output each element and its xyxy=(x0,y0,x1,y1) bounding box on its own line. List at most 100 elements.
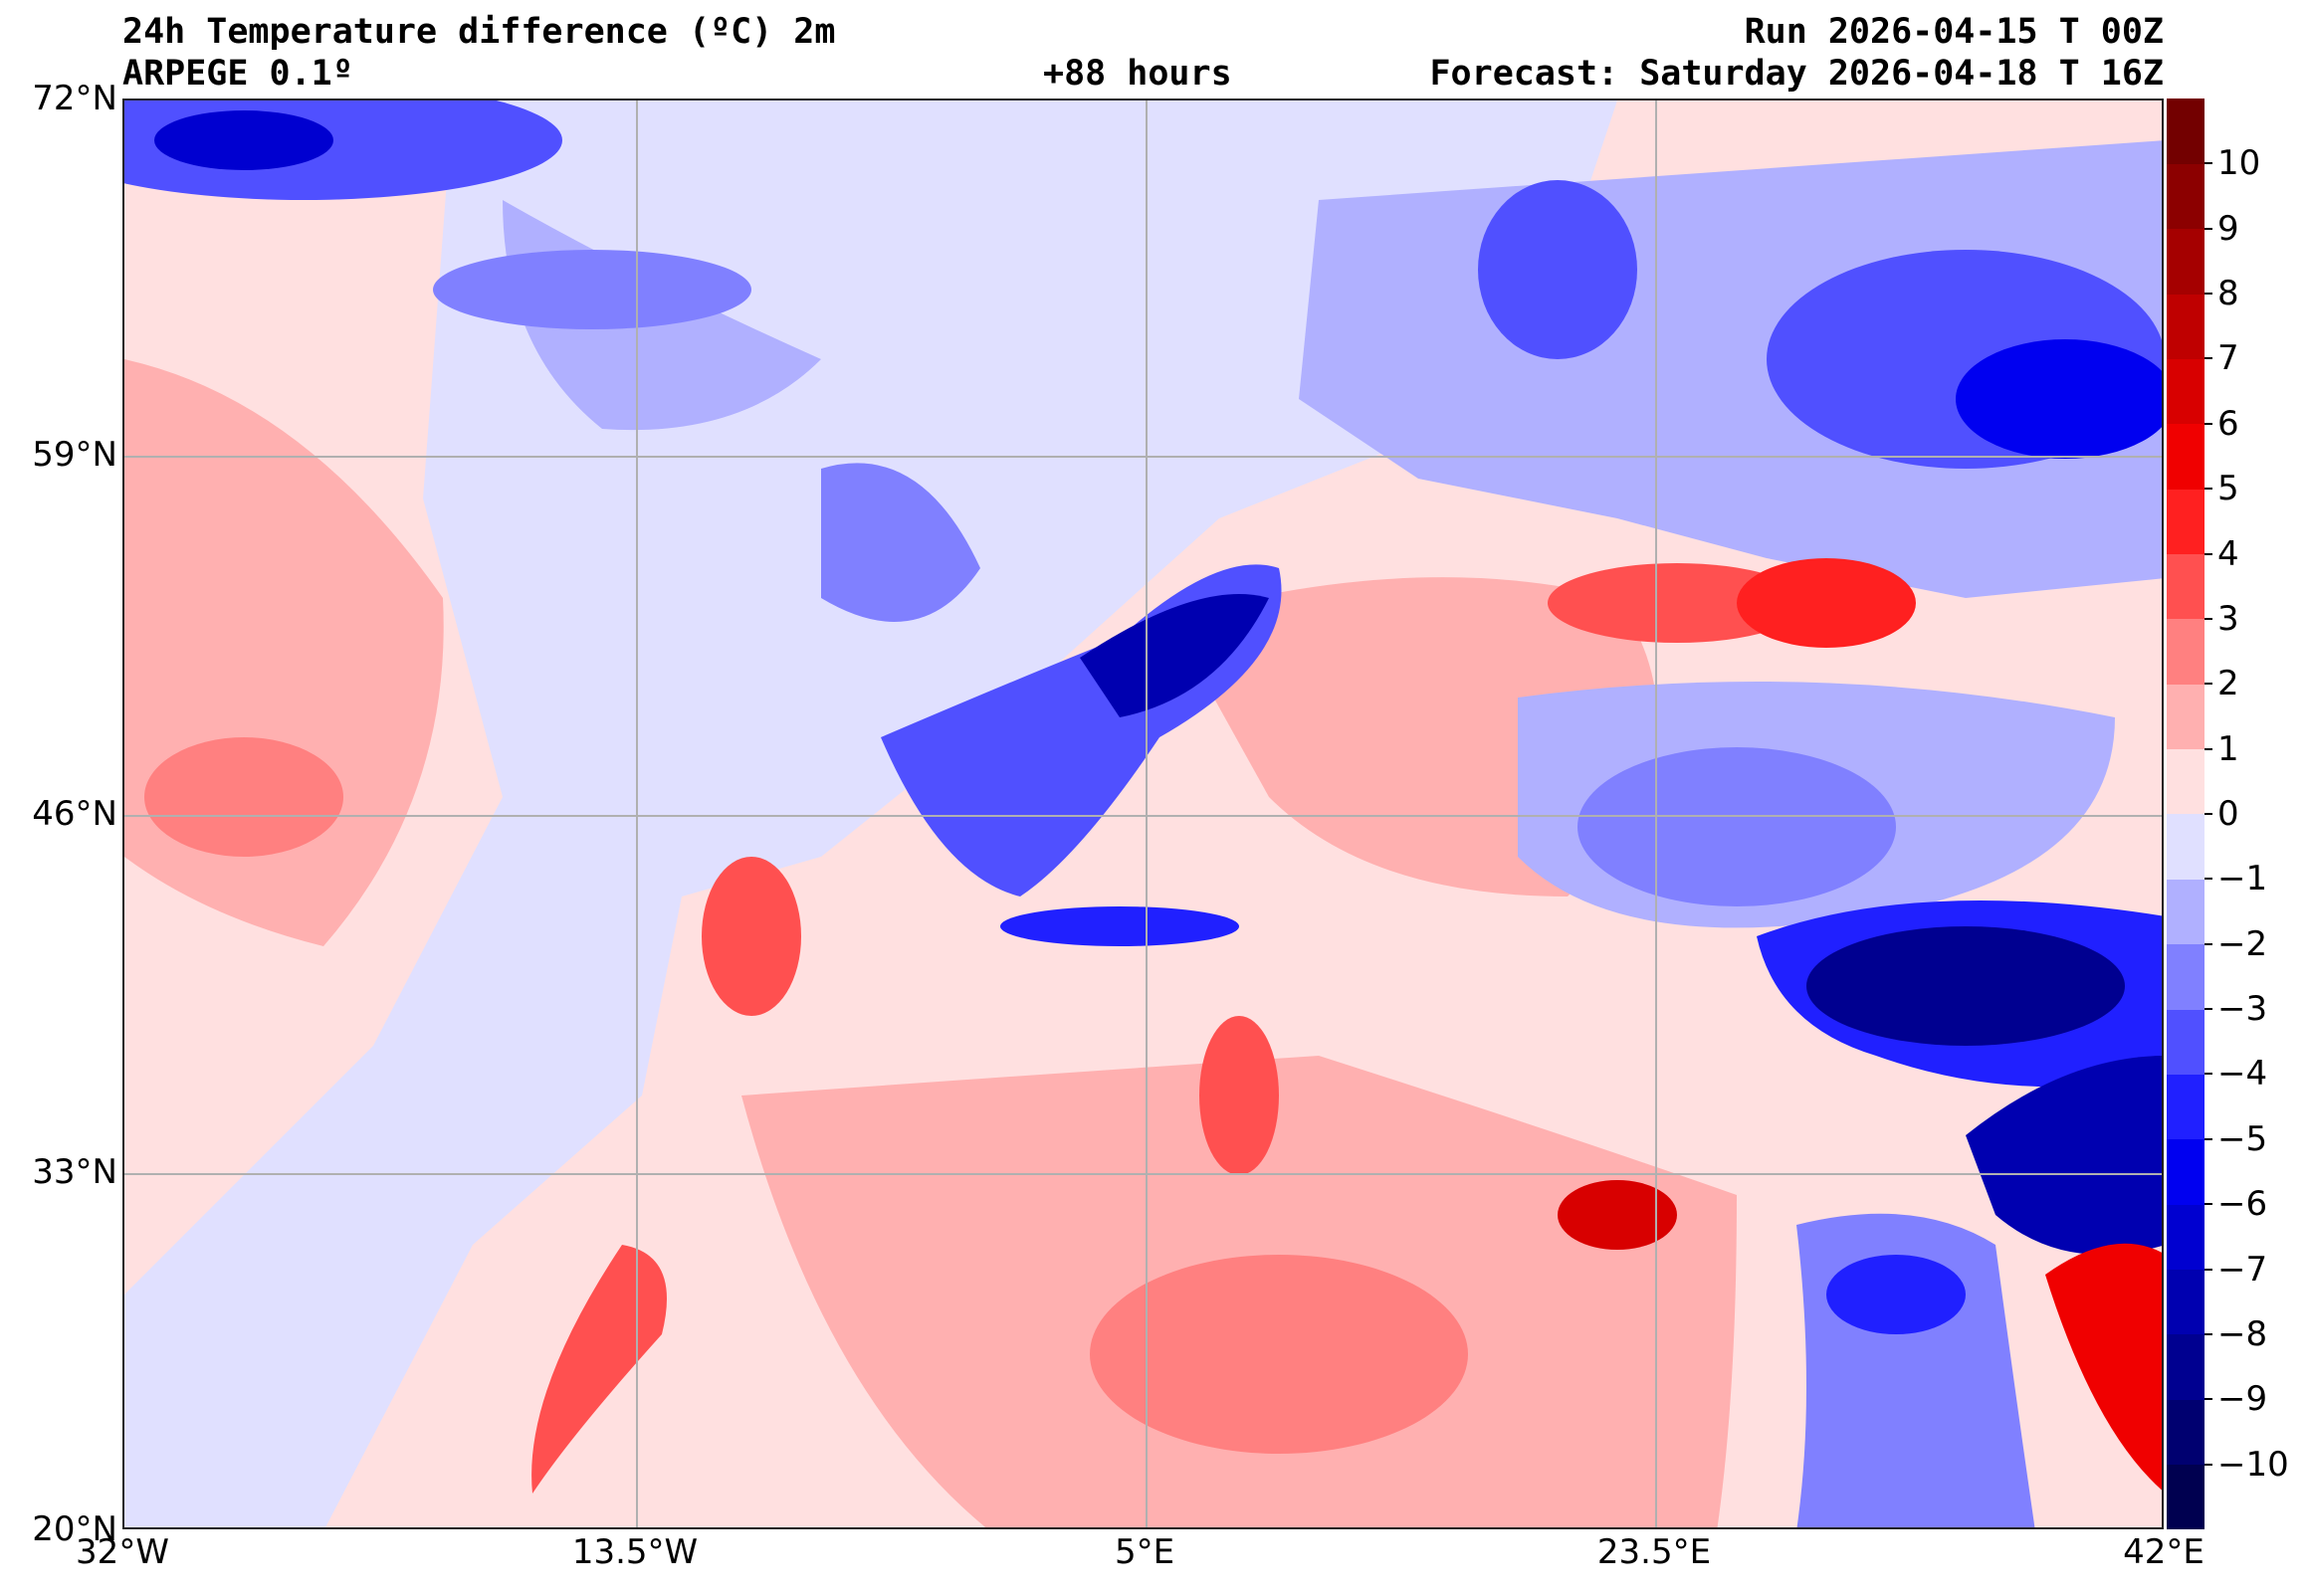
field-region xyxy=(1826,1255,1966,1334)
lon-tick: 42°E xyxy=(2123,1532,2204,1572)
colorbar-band xyxy=(2167,814,2204,880)
colorbar-tick-label: −10 xyxy=(2217,1444,2289,1485)
colorbar-tick-label: −1 xyxy=(2217,859,2268,899)
lat-tick: 20°N xyxy=(32,1509,117,1549)
colorbar-tick-label: 3 xyxy=(2217,598,2239,639)
field-region xyxy=(1558,1180,1677,1250)
gridlines xyxy=(124,100,2162,1527)
lat-tick: 59°N xyxy=(32,435,117,475)
colorbar-tick-mark xyxy=(2204,1398,2212,1401)
colorbar-band xyxy=(2167,553,2204,620)
lat-tick: 72°N xyxy=(32,79,117,118)
colorbar-tick-mark xyxy=(2204,1463,2212,1466)
field-region xyxy=(702,857,801,1016)
colorbar-tick-mark xyxy=(2204,813,2212,815)
colorbar-tick-label: 0 xyxy=(2217,794,2239,834)
colorbar-tick-mark xyxy=(2204,878,2212,881)
colorbar-tick-label: 7 xyxy=(2217,338,2239,379)
colorbar-band xyxy=(2167,99,2204,164)
temperature-map xyxy=(122,99,2164,1529)
field-region xyxy=(1966,1056,2162,1255)
forecast-time: Forecast: Saturday 2026-04-18 T 16Z xyxy=(1429,54,2164,94)
lead-time: +88 hours xyxy=(1043,54,1232,94)
colorbar-band xyxy=(2167,163,2204,230)
field-region xyxy=(144,737,343,857)
colorbar-band xyxy=(2167,1074,2204,1140)
colorbar-band xyxy=(2167,943,2204,1010)
lon-tick: 32°W xyxy=(76,1532,169,1572)
colorbar-tick-label: 10 xyxy=(2217,143,2261,184)
colorbar-tick-mark xyxy=(2204,747,2212,750)
chart-title: 24h Temperature difference (ºC) 2m xyxy=(122,12,836,52)
colorbar-tick-label: 6 xyxy=(2217,403,2239,444)
colorbar-tick-mark xyxy=(2204,552,2212,555)
colorbar-tick-label: −8 xyxy=(2217,1313,2268,1354)
colorbar-tick-label: 8 xyxy=(2217,274,2239,314)
colorbar-tick-label: −5 xyxy=(2217,1118,2268,1159)
field-region xyxy=(1737,558,1916,648)
colorbar-tick-mark xyxy=(2204,1137,2212,1140)
colorbar-tick-label: −2 xyxy=(2217,923,2268,964)
colorbar-tick-mark xyxy=(2204,227,2212,230)
colorbar-tick-label: −6 xyxy=(2217,1184,2268,1225)
field-region xyxy=(1478,180,1637,359)
colorbar-tick-label: −3 xyxy=(2217,989,2268,1030)
colorbar-band xyxy=(2167,1464,2204,1530)
colorbar-band xyxy=(2167,618,2204,685)
colorbar-band xyxy=(2167,1204,2204,1271)
colorbar-tick-label: 2 xyxy=(2217,664,2239,704)
model-label: ARPEGE 0.1º xyxy=(122,54,353,94)
colorbar-tick-mark xyxy=(2204,293,2212,296)
lon-tick: 13.5°W xyxy=(571,1532,699,1572)
colorbar-band xyxy=(2167,1269,2204,1335)
colorbar-tick-label: 5 xyxy=(2217,469,2239,509)
colorbar-band xyxy=(2167,423,2204,490)
colorbar-band xyxy=(2167,1009,2204,1075)
colorbar-band xyxy=(2167,228,2204,295)
field-region xyxy=(1956,339,2162,459)
field-region xyxy=(821,463,980,622)
colorbar-tick-label: −4 xyxy=(2217,1054,2268,1095)
colorbar-tick-mark xyxy=(2204,617,2212,620)
colorbar-band xyxy=(2167,1138,2204,1205)
colorbar-band xyxy=(2167,1399,2204,1466)
colorbar-tick-mark xyxy=(2204,488,2212,491)
colorbar-tick-label: −7 xyxy=(2217,1249,2268,1290)
colorbar-tick-mark xyxy=(2204,683,2212,686)
colorbar-band xyxy=(2167,879,2204,945)
colorbar-tick-mark xyxy=(2204,357,2212,360)
colorbar-tick-label: 1 xyxy=(2217,728,2239,769)
field-region xyxy=(2045,1243,2162,1491)
colorbar-tick-mark xyxy=(2204,1073,2212,1076)
field-region xyxy=(1199,1016,1279,1175)
colorbar-tick-mark xyxy=(2204,942,2212,945)
field-region xyxy=(1000,906,1239,946)
lon-tick: 5°E xyxy=(1114,1532,1175,1572)
map-field xyxy=(124,100,2162,1527)
colorbar-tick-label: −9 xyxy=(2217,1379,2268,1420)
colorbar xyxy=(2167,99,2204,1530)
lat-tick: 46°N xyxy=(32,794,117,834)
run-time: Run 2026-04-15 T 00Z xyxy=(1744,12,2164,52)
colorbar-band xyxy=(2167,294,2204,359)
colorbar-band xyxy=(2167,489,2204,555)
colorbar-tick-mark xyxy=(2204,162,2212,165)
colorbar-tick-mark xyxy=(2204,1332,2212,1335)
colorbar-band xyxy=(2167,1333,2204,1400)
colorbar-tick-mark xyxy=(2204,1203,2212,1206)
colorbar-tick-mark xyxy=(2204,422,2212,425)
lon-tick: 23.5°E xyxy=(1596,1532,1712,1572)
field-region xyxy=(1577,747,1896,906)
field-region xyxy=(1080,594,1269,717)
colorbar-band xyxy=(2167,748,2204,815)
colorbar-tick-label: 9 xyxy=(2217,208,2239,249)
colorbar-band xyxy=(2167,358,2204,425)
colorbar-tick-mark xyxy=(2204,1268,2212,1271)
field-region xyxy=(531,1245,667,1494)
colorbar-tick-label: 4 xyxy=(2217,533,2239,574)
lat-tick: 33°N xyxy=(32,1152,117,1192)
field-region xyxy=(1090,1255,1468,1454)
colorbar-tick-mark xyxy=(2204,1008,2212,1011)
field-region xyxy=(1806,926,2125,1046)
field-region xyxy=(433,250,751,329)
